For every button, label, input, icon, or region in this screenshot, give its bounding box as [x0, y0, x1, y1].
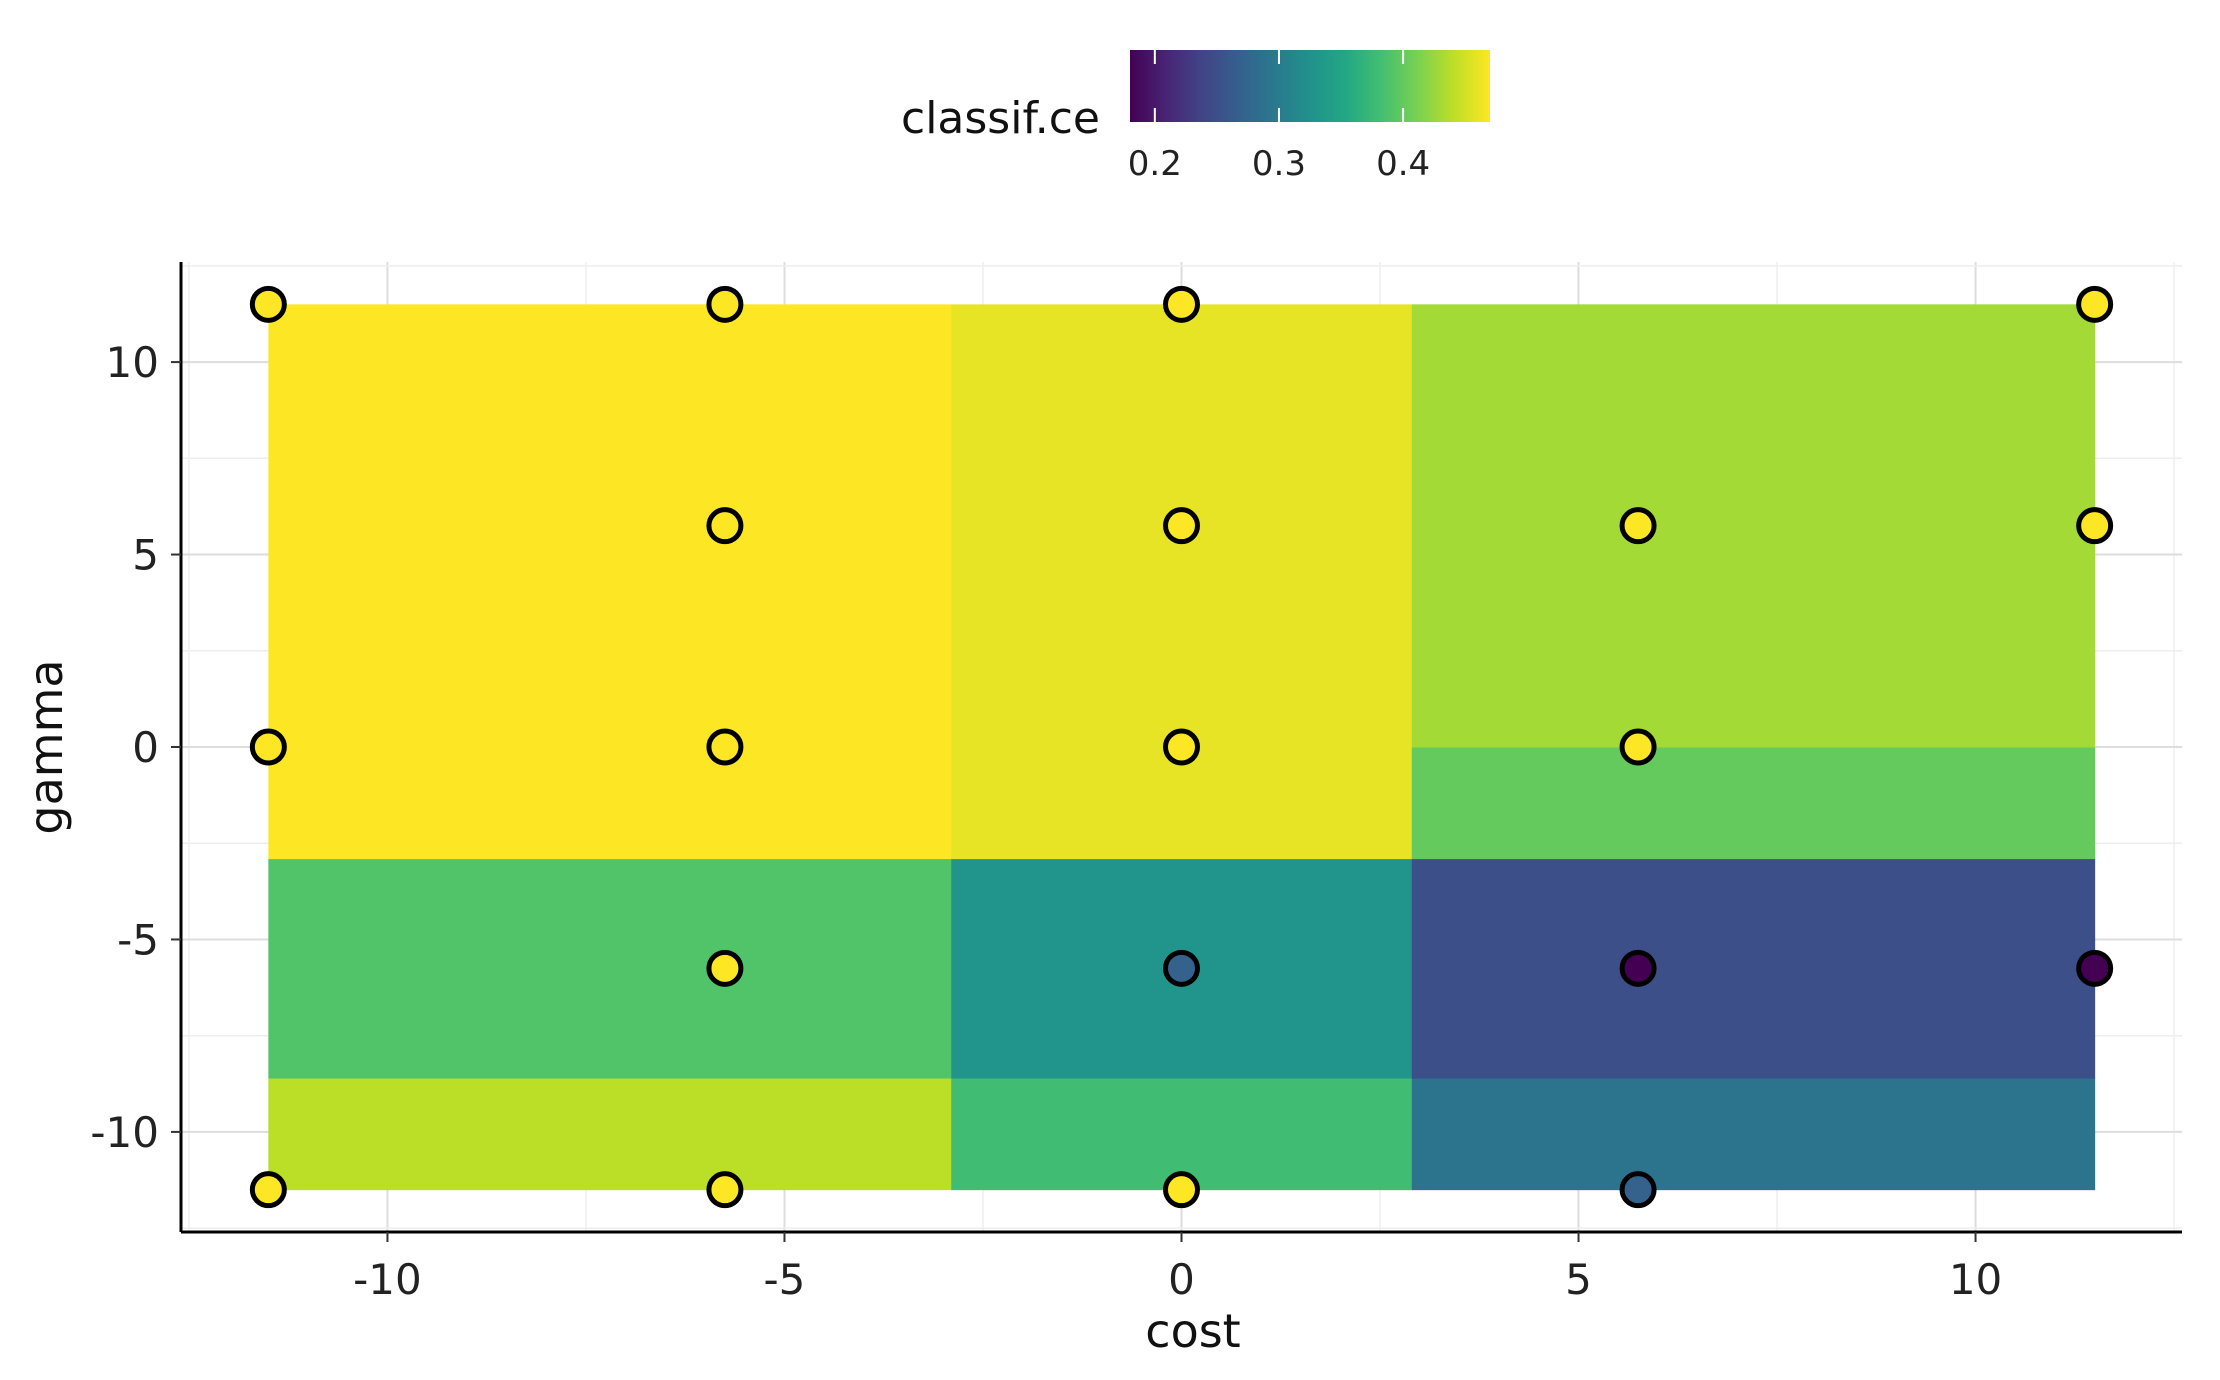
data-point: [1619, 728, 1657, 766]
data-point: [2076, 507, 2114, 545]
x-tick-label: -10: [353, 1255, 422, 1304]
data-point: [706, 1171, 744, 1209]
heatmap-tile: [268, 858, 952, 1079]
y-axis-title: gamma: [19, 659, 73, 834]
data-point: [2076, 285, 2114, 323]
x-axis-title: cost: [1145, 1304, 1240, 1358]
data-point: [249, 728, 287, 766]
x-tick-label: 5: [1565, 1255, 1592, 1304]
data-point: [2076, 949, 2114, 987]
data-point: [1163, 949, 1200, 987]
data-point: [1619, 1171, 1657, 1209]
y-tick-label: -5: [117, 915, 159, 964]
data-point: [1619, 949, 1657, 987]
legend-tick-label: 0.2: [1128, 144, 1182, 184]
y-tick-label: -10: [90, 1108, 159, 1157]
data-point: [249, 1171, 287, 1209]
x-axis-ticks: -10 -5 0 5 10: [353, 1232, 2002, 1304]
data-point: [706, 507, 744, 545]
heatmap-tile: [268, 1078, 952, 1191]
y-tick-label: 10: [106, 338, 159, 387]
data-point: [1163, 285, 1200, 323]
legend-colorbar: [1130, 50, 1490, 122]
heatmap-tile: [951, 304, 1413, 860]
data-point: [1619, 507, 1657, 545]
data-point: [1163, 507, 1200, 545]
x-tick-label: 0: [1168, 1255, 1195, 1304]
data-point: [706, 285, 744, 323]
data-point: [1163, 1171, 1200, 1209]
x-tick-label: -5: [764, 1255, 806, 1304]
heatmap-tile: [268, 304, 952, 860]
data-point: [706, 728, 744, 766]
heatmap-tile: [1411, 304, 2096, 748]
legend-tick-label: 0.4: [1376, 144, 1430, 184]
data-point: [249, 285, 287, 323]
heatmap-tile: [1411, 1078, 2096, 1191]
data-point: [1163, 728, 1200, 766]
legend: classif.ce 0.2 0.3 0.4: [901, 50, 1490, 184]
heatmap-tile: [1411, 747, 2096, 860]
legend-ticks: 0.2 0.3 0.4: [1128, 50, 1430, 184]
data-points: [249, 285, 2114, 1209]
y-tick-label: 0: [132, 723, 159, 772]
y-tick-label: 5: [132, 531, 159, 580]
data-point: [706, 949, 744, 987]
legend-title: classif.ce: [901, 93, 1100, 144]
heatmap-tile: [1411, 858, 2096, 1079]
legend-tick-label: 0.3: [1252, 144, 1306, 184]
x-tick-label: 10: [1949, 1255, 2002, 1304]
y-axis-ticks: -10 -5 0 5 10: [90, 338, 181, 1157]
